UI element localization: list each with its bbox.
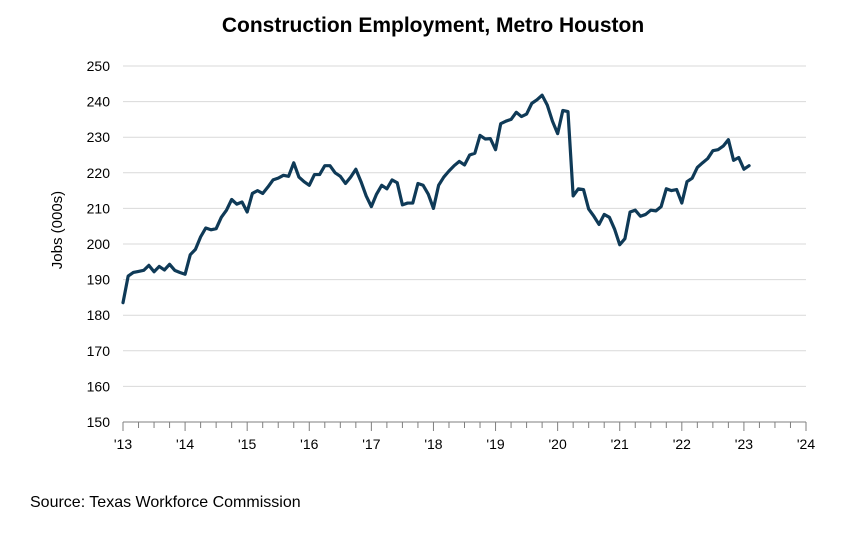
y-tick-label: 150 xyxy=(87,414,111,430)
x-tick-label: '17 xyxy=(362,436,380,452)
x-tick-label: '23 xyxy=(735,436,753,452)
y-tick-label: 170 xyxy=(87,343,111,359)
y-tick-label: 160 xyxy=(87,378,111,394)
x-tick-label: '21 xyxy=(611,436,629,452)
series-line-construction-employment xyxy=(121,93,751,305)
y-tick-label: 200 xyxy=(87,236,111,252)
y-tick-label: 190 xyxy=(87,272,111,288)
chart-title: Construction Employment, Metro Houston xyxy=(221,14,645,37)
x-tick-label: '24 xyxy=(797,436,815,452)
source-note: Source: Texas Workforce Commission xyxy=(30,494,301,511)
x-tick-label: '19 xyxy=(486,436,504,452)
y-tick-label: 250 xyxy=(87,58,111,74)
y-tick-label: 230 xyxy=(87,129,111,145)
gridlines xyxy=(123,65,806,387)
y-axis-ticks: 150 160 170 180 190 200 210 220 230 240 250 xyxy=(87,58,111,430)
x-tick-label: '20 xyxy=(549,436,567,452)
y-tick-label: 210 xyxy=(87,200,111,216)
x-tick-label: '18 xyxy=(424,436,442,452)
y-tick-label: 240 xyxy=(87,94,111,110)
x-axis-ticks: '13 '14 '15 '16 '17 '18 '19 '20 '21 '22 '23 '24 xyxy=(114,422,815,452)
y-axis-title: Jobs (000s) xyxy=(49,191,66,269)
x-tick-label: '22 xyxy=(673,436,691,452)
x-tick-label: '15 xyxy=(238,436,256,452)
y-tick-label: 220 xyxy=(87,165,111,181)
x-tick-label: '16 xyxy=(300,436,318,452)
x-tick-label: '13 xyxy=(114,436,132,452)
x-tick-label: '14 xyxy=(176,436,194,452)
y-tick-label: 180 xyxy=(87,307,111,323)
